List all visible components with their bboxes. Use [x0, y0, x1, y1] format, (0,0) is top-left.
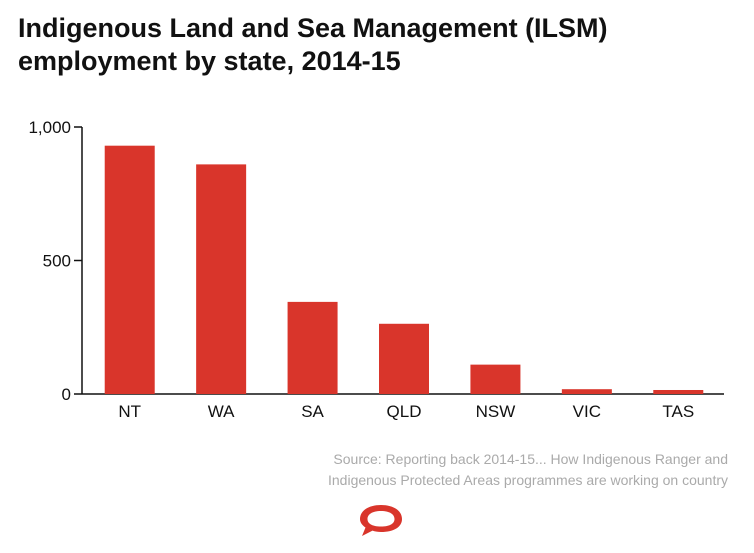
chart-title: Indigenous Land and Sea Management (ILSM…: [18, 13, 608, 76]
source-note: Source: Reporting back 2014-15... How In…: [328, 451, 728, 488]
x-tick-label: NSW: [476, 402, 516, 421]
bar-vic: [561, 389, 612, 394]
y-tick-label: 0: [62, 385, 71, 404]
x-tick-label: SA: [301, 402, 324, 421]
bar-nt: [104, 145, 155, 394]
y-tick-label: 500: [43, 252, 71, 271]
x-tick-label: VIC: [573, 402, 601, 421]
bar-tas: [653, 389, 704, 394]
x-tick-label: TAS: [662, 402, 694, 421]
bar-wa: [196, 164, 247, 394]
conversation-speech-bubble-icon: [360, 505, 402, 536]
x-tick-label: WA: [208, 402, 235, 421]
y-tick-label: 1,000: [28, 118, 71, 137]
bar-qld: [379, 323, 429, 394]
the-conversation-logo: [356, 500, 406, 540]
bar-nsw: [470, 364, 521, 394]
x-tick-label: QLD: [387, 402, 422, 421]
bar-sa: [287, 301, 338, 394]
x-tick-label: NT: [118, 402, 141, 421]
